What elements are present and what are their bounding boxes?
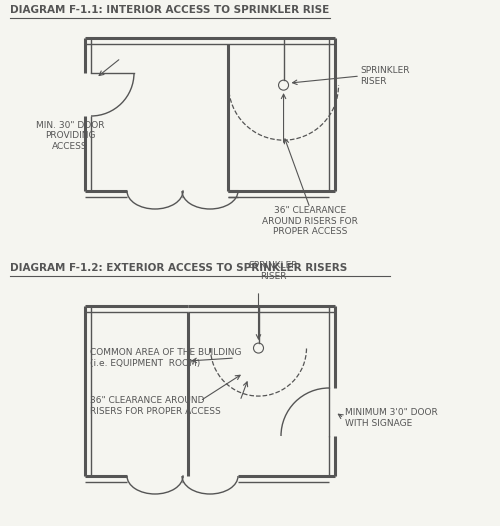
Text: MIN. 30" DOOR
PROVIDING
ACCESS: MIN. 30" DOOR PROVIDING ACCESS bbox=[36, 121, 104, 151]
Text: DIAGRAM F-1.2: EXTERIOR ACCESS TO SPRINKLER RISERS: DIAGRAM F-1.2: EXTERIOR ACCESS TO SPRINK… bbox=[10, 263, 347, 273]
Text: 36" CLEARANCE
AROUND RISERS FOR
PROPER ACCESS: 36" CLEARANCE AROUND RISERS FOR PROPER A… bbox=[262, 206, 358, 236]
Text: DIAGRAM F-1.1: INTERIOR ACCESS TO SPRINKLER RISE: DIAGRAM F-1.1: INTERIOR ACCESS TO SPRINK… bbox=[10, 5, 329, 15]
Text: SPRINKLER
RISER: SPRINKLER RISER bbox=[249, 261, 298, 281]
Text: COMMON AREA OF THE BUILDING
(i.e. EQUIPMENT  ROOM): COMMON AREA OF THE BUILDING (i.e. EQUIPM… bbox=[90, 348, 242, 368]
Text: 36" CLEARANCE AROUND
RISERS FOR PROPER ACCESS: 36" CLEARANCE AROUND RISERS FOR PROPER A… bbox=[90, 396, 221, 416]
Text: SPRINKLER
RISER: SPRINKLER RISER bbox=[360, 66, 410, 86]
Text: MINIMUM 3'0" DOOR
WITH SIGNAGE: MINIMUM 3'0" DOOR WITH SIGNAGE bbox=[345, 408, 438, 428]
